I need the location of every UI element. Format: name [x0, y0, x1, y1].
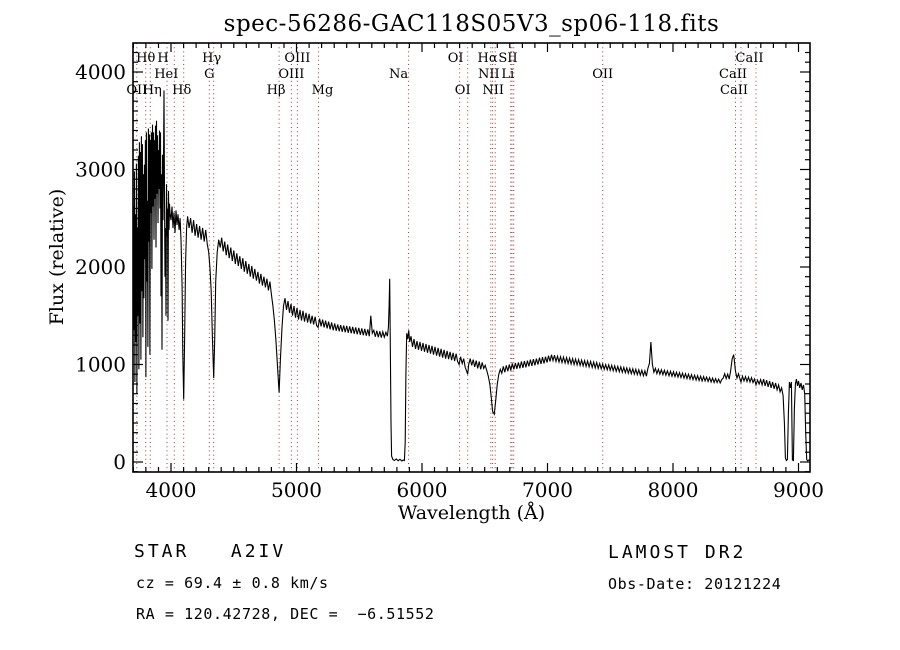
object-class-label: STAR A2IV	[134, 541, 287, 562]
x-axis-title: Wavelength (Å)	[397, 502, 546, 524]
spectral-line-label: NII	[478, 67, 500, 82]
spectrum-line	[132, 90, 810, 462]
y-tick-label: 2000	[75, 255, 126, 279]
spectral-line-label: CaII	[736, 51, 764, 66]
plot-title: spec-56286-GAC118S05V3_sp06-118.fits	[223, 11, 720, 37]
x-tick-label: 8000	[648, 478, 699, 502]
spectral-line-label: OI	[448, 51, 464, 66]
ra-dec-label: RA = 120.42728, DEC = −6.51552	[136, 605, 435, 623]
spectral-line-label: G	[204, 67, 214, 82]
x-tick-label: 6000	[397, 478, 448, 502]
spectral-line-label: HeI	[154, 67, 178, 82]
x-tick-label: 7000	[522, 478, 573, 502]
spectral-line-label: Hη	[143, 83, 162, 98]
spectral-line-label: NII	[482, 83, 504, 98]
spectral-line-label: Li	[501, 67, 514, 82]
cz-value-label: cz = 69.4 ± 0.8 km/s	[136, 574, 329, 592]
spectral-line-label: Na	[389, 67, 408, 82]
y-tick-label: 1000	[75, 353, 126, 377]
y-tick-label: 4000	[75, 60, 126, 84]
spectral-line-label: OIII	[284, 51, 310, 66]
x-tick-label: 4000	[146, 478, 197, 502]
spectral-line-label: Hδ	[172, 83, 191, 98]
spectral-line-label: CaII	[720, 83, 748, 98]
spectral-line-label: SII	[498, 51, 517, 66]
spectral-line-label: Hβ	[267, 83, 286, 98]
x-tick-label: 5000	[271, 478, 322, 502]
spectral-line-label: Hθ	[136, 51, 155, 66]
spectral-line-label: Mg	[312, 83, 334, 98]
y-tick-label: 0	[113, 450, 126, 474]
spectral-line-label: CaII	[719, 67, 747, 82]
spectral-line-label: OI	[455, 83, 471, 98]
spectral-line-label: Hα	[478, 51, 498, 66]
spectral-line-label: Hγ	[202, 51, 221, 66]
y-tick-label: 3000	[75, 158, 126, 182]
spectral-line-label: OII	[592, 67, 613, 82]
spectral-line-label: H	[157, 51, 168, 66]
spectral-line-label: OIII	[278, 67, 304, 82]
obs-date-label: Obs-Date: 20121224	[608, 575, 782, 593]
x-tick-label: 9000	[773, 478, 824, 502]
spectral-line-label: OII	[126, 83, 147, 98]
survey-label: LAMOST DR2	[608, 542, 747, 563]
